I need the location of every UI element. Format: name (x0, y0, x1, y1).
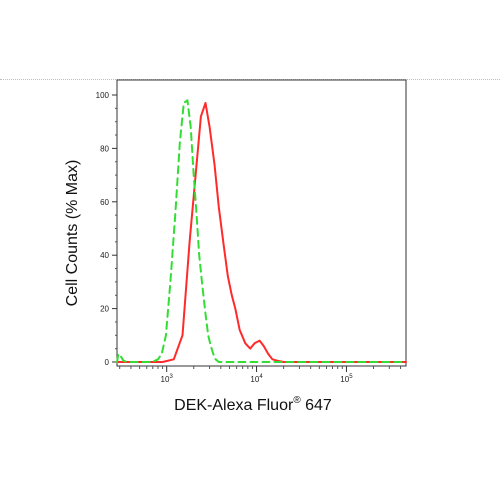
x-tick-label-10000: 104 (250, 374, 263, 384)
x-tick-base: 10 (340, 375, 349, 384)
y-tick-label-20: 20 (100, 305, 109, 314)
y-tick-label-40: 40 (100, 251, 109, 260)
x-tick-exp: 4 (259, 374, 263, 380)
x-axis-label-main: DEK-Alexa Fluor (174, 397, 294, 414)
series-layer (116, 99, 407, 363)
x-tick-base: 10 (250, 375, 259, 384)
y-tick-label-60: 60 (100, 198, 109, 207)
x-axis-ticks: 103 104 105 (119, 366, 402, 384)
x-tick-base: 10 (161, 375, 170, 384)
x-axis-label: DEK-Alexa Fluor® 647 (174, 395, 332, 414)
x-tick-exp: 3 (169, 374, 173, 380)
series-line-0 (116, 102, 407, 363)
y-axis-ticks: 0 20 40 60 80 100 (96, 91, 117, 367)
x-axis-label-sup: ® (293, 395, 301, 406)
y-tick-label-80: 80 (100, 144, 109, 153)
x-tick-exp: 5 (349, 374, 353, 380)
x-tick-label-1000: 103 (161, 374, 174, 384)
plot-frame (116, 79, 407, 367)
y-tick-label-100: 100 (96, 91, 110, 100)
y-axis-label: Cell Counts (% Max) (64, 160, 81, 307)
x-axis-label-suffix: 647 (301, 397, 332, 414)
y-tick-label-0: 0 (105, 358, 110, 367)
series-line-1 (116, 99, 407, 363)
x-tick-label-100000: 105 (340, 374, 353, 384)
